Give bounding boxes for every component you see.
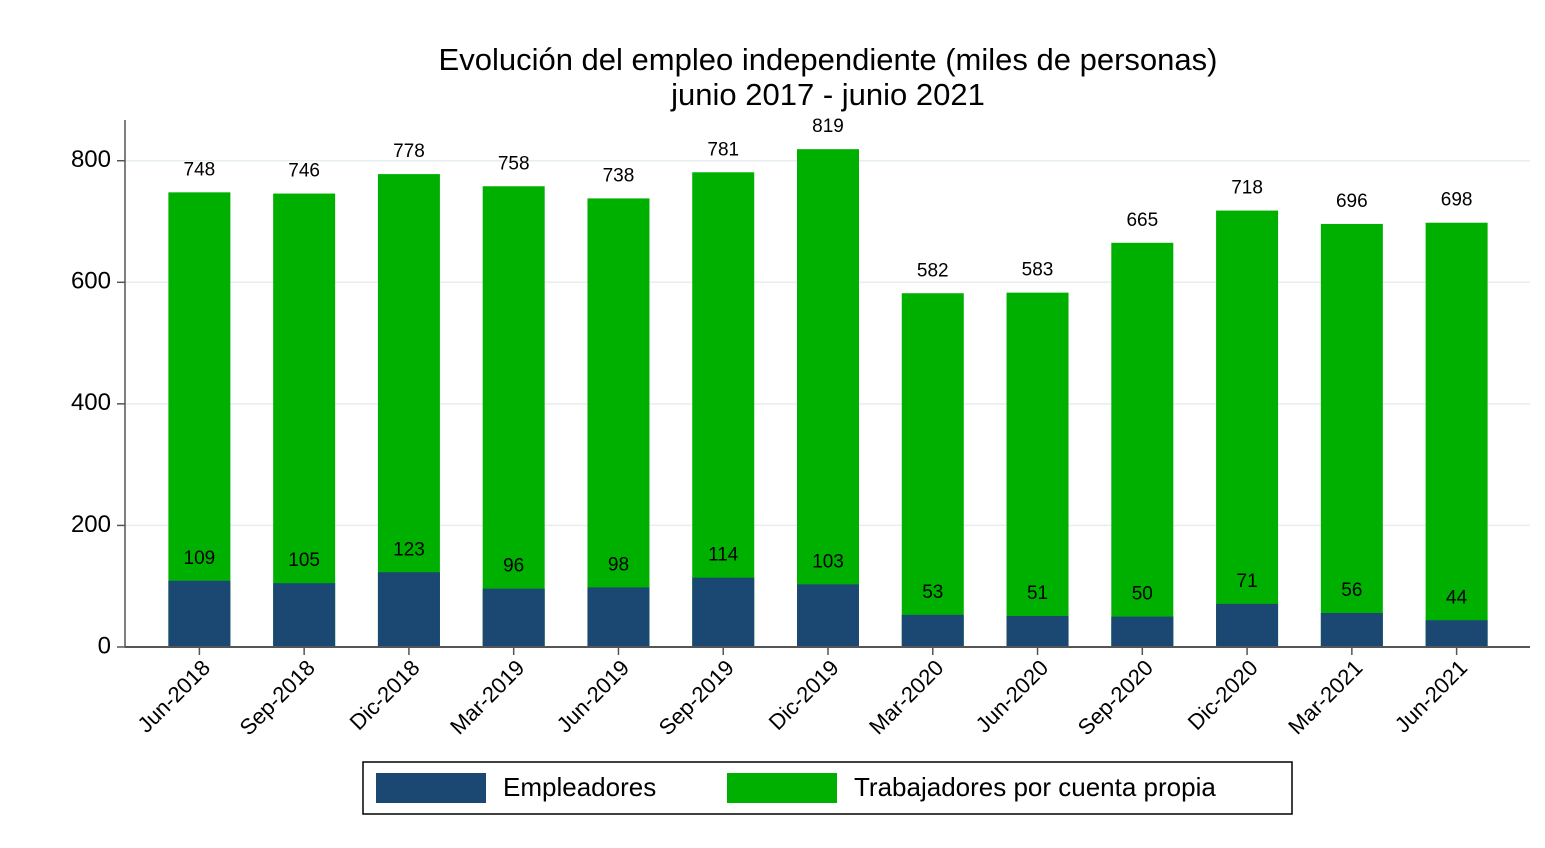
chart-title: Evolución del empleo independiente (mile… bbox=[439, 42, 1218, 77]
data-label: 582 bbox=[917, 260, 949, 281]
data-label: 44 bbox=[1446, 587, 1468, 608]
bar bbox=[587, 587, 650, 647]
legend-label: Empleadores bbox=[503, 772, 656, 802]
y-tick-label: 400 bbox=[71, 389, 111, 416]
bar bbox=[797, 584, 859, 647]
y-tick-label: 0 bbox=[98, 632, 111, 659]
y-tick-label: 800 bbox=[71, 146, 111, 173]
legend-swatch bbox=[727, 773, 837, 803]
data-label: 123 bbox=[393, 539, 425, 560]
data-label: 819 bbox=[812, 116, 844, 137]
x-tick-label: Jun-2018 bbox=[132, 655, 215, 738]
bar bbox=[1320, 223, 1383, 648]
legend-swatch bbox=[376, 773, 486, 803]
bar bbox=[1320, 612, 1383, 647]
data-label: 746 bbox=[288, 161, 320, 182]
bar bbox=[587, 198, 650, 648]
data-label: 718 bbox=[1231, 178, 1263, 199]
data-label: 738 bbox=[603, 165, 635, 186]
x-tick-label: Mar-2021 bbox=[1283, 655, 1367, 739]
data-label: 105 bbox=[288, 550, 320, 571]
x-tick-label: Mar-2019 bbox=[445, 655, 529, 739]
data-label: 698 bbox=[1441, 190, 1473, 211]
data-label: 748 bbox=[184, 159, 216, 180]
x-tick-label: Jun-2020 bbox=[971, 655, 1054, 738]
bar bbox=[377, 174, 440, 648]
x-tick-label: Mar-2020 bbox=[864, 655, 948, 739]
data-label: 583 bbox=[1022, 260, 1054, 281]
x-tick-label: Sep-2019 bbox=[654, 655, 739, 740]
data-label: 50 bbox=[1132, 584, 1153, 605]
x-tick-label: Sep-2020 bbox=[1073, 655, 1158, 740]
data-label: 778 bbox=[393, 141, 425, 162]
data-label: 758 bbox=[498, 153, 530, 174]
x-tick-label: Jun-2021 bbox=[1390, 655, 1473, 738]
bar bbox=[1425, 620, 1488, 647]
data-label: 96 bbox=[503, 556, 524, 577]
data-label: 51 bbox=[1027, 583, 1048, 604]
legend-label: Trabajadores por cuenta propia bbox=[854, 772, 1216, 802]
data-label: 696 bbox=[1336, 191, 1368, 212]
bar bbox=[273, 193, 336, 648]
bar bbox=[901, 293, 964, 647]
data-label: 114 bbox=[708, 545, 739, 566]
x-tick-label: Dic-2018 bbox=[345, 655, 425, 735]
bar bbox=[482, 588, 545, 647]
bar bbox=[1111, 242, 1174, 648]
y-tick-label: 200 bbox=[71, 511, 111, 538]
bar bbox=[797, 149, 859, 648]
bar bbox=[1006, 292, 1069, 647]
bar bbox=[168, 192, 231, 648]
bar bbox=[1006, 616, 1069, 647]
data-label: 781 bbox=[707, 139, 739, 160]
data-label: 109 bbox=[184, 548, 216, 569]
bar bbox=[482, 186, 545, 648]
x-tick-label: Dic-2020 bbox=[1183, 655, 1263, 735]
chart-subtitle: junio 2017 - junio 2021 bbox=[670, 77, 985, 112]
bar bbox=[1216, 603, 1279, 647]
data-label: 56 bbox=[1341, 580, 1362, 601]
x-tick-label: Jun-2019 bbox=[552, 655, 635, 738]
bar bbox=[692, 172, 755, 647]
data-label: 53 bbox=[922, 582, 943, 603]
bar bbox=[901, 614, 964, 647]
data-label: 665 bbox=[1126, 210, 1158, 231]
data-label: 103 bbox=[812, 551, 844, 572]
x-tick-label: Sep-2018 bbox=[235, 655, 320, 740]
bar bbox=[692, 577, 755, 647]
bar bbox=[168, 580, 231, 647]
data-label: 98 bbox=[608, 554, 629, 575]
data-label: 71 bbox=[1237, 571, 1258, 592]
bar bbox=[1425, 222, 1488, 647]
bar bbox=[1216, 210, 1279, 647]
bar bbox=[377, 572, 440, 647]
x-tick-label: Dic-2019 bbox=[764, 655, 844, 735]
bar bbox=[1111, 616, 1174, 647]
bar bbox=[273, 583, 336, 647]
y-tick-label: 600 bbox=[71, 268, 111, 295]
